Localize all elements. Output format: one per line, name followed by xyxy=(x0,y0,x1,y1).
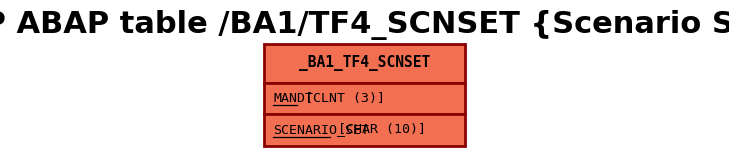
FancyBboxPatch shape xyxy=(264,114,465,146)
Text: _BA1_TF4_SCNSET: _BA1_TF4_SCNSET xyxy=(299,55,430,71)
FancyBboxPatch shape xyxy=(264,82,465,114)
Text: MANDT: MANDT xyxy=(273,92,313,105)
Text: [CLNT (3)]: [CLNT (3)] xyxy=(297,92,385,105)
Text: [CHAR (10)]: [CHAR (10)] xyxy=(330,123,426,136)
Text: SCENARIO_SET: SCENARIO_SET xyxy=(273,123,370,136)
Text: SAP ABAP table /BA1/TF4_SCNSET {Scenario Set}: SAP ABAP table /BA1/TF4_SCNSET {Scenario… xyxy=(0,10,729,39)
FancyBboxPatch shape xyxy=(264,44,465,82)
